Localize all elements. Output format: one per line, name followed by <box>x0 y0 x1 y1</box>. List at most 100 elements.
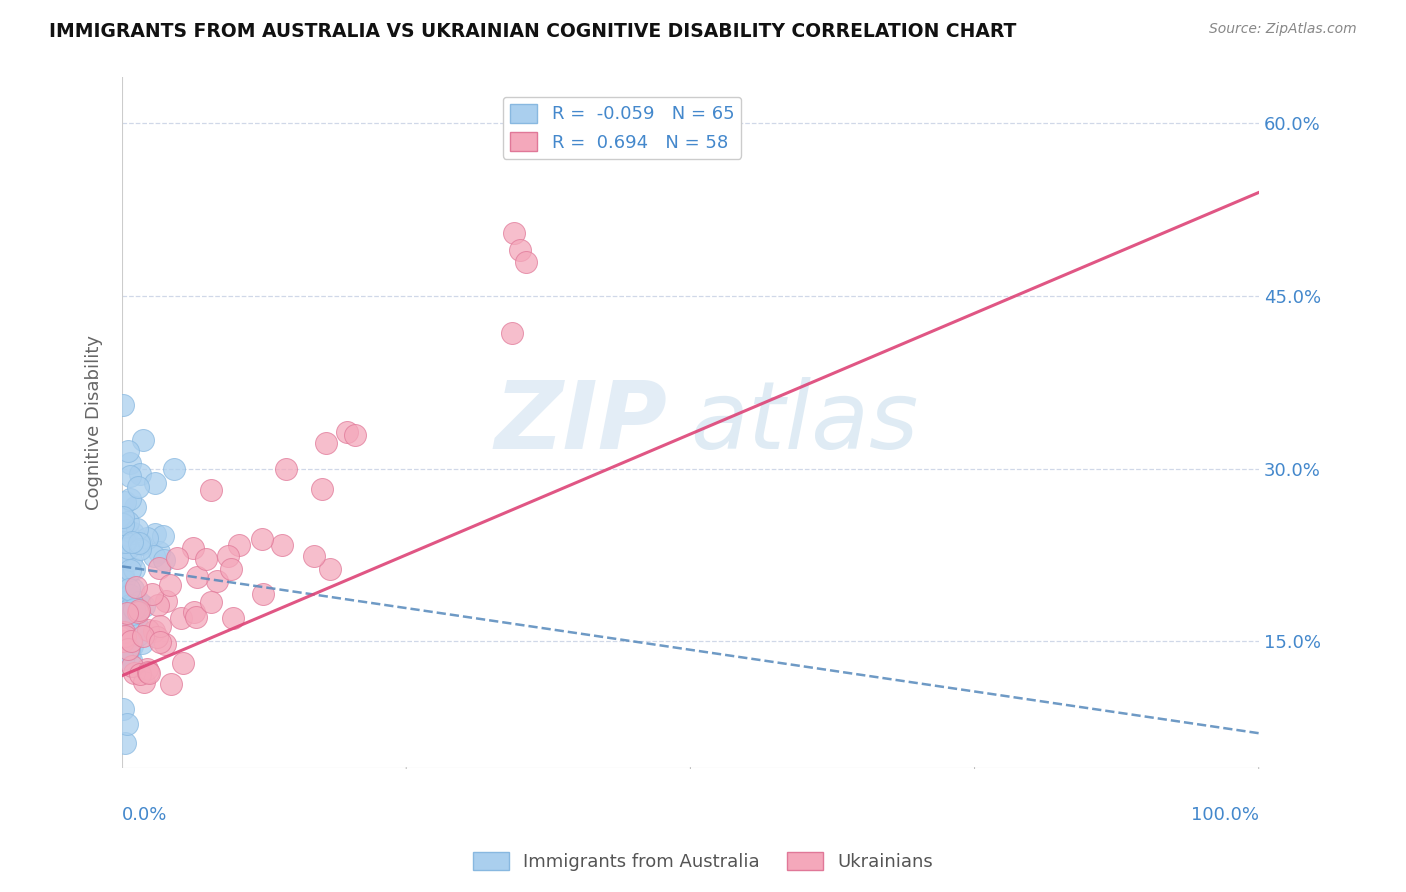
Point <box>121 582 143 596</box>
Point <box>117 642 139 657</box>
Point <box>128 467 150 482</box>
Point <box>127 606 149 620</box>
Point <box>181 541 204 555</box>
Point <box>131 636 153 650</box>
Point <box>136 624 159 638</box>
Text: 100.0%: 100.0% <box>1191 805 1258 823</box>
Point <box>274 462 297 476</box>
Point <box>121 659 143 673</box>
Legend: Immigrants from Australia, Ukrainians: Immigrants from Australia, Ukrainians <box>465 845 941 879</box>
Point <box>131 433 153 447</box>
Point <box>143 549 166 564</box>
Point <box>114 629 136 643</box>
Point <box>120 468 142 483</box>
Point <box>114 534 136 549</box>
Point <box>222 611 245 625</box>
Point <box>120 588 142 602</box>
Point <box>153 637 176 651</box>
Point <box>315 436 337 450</box>
Point <box>183 605 205 619</box>
Point <box>117 444 139 458</box>
Point <box>125 615 148 629</box>
Point <box>143 527 166 541</box>
Point <box>271 538 294 552</box>
Text: 0.0%: 0.0% <box>122 805 167 823</box>
Point <box>129 541 152 556</box>
Point <box>132 629 155 643</box>
Point <box>515 254 537 268</box>
Point <box>120 553 142 567</box>
Point <box>124 500 146 514</box>
Point <box>503 226 526 240</box>
Text: Source: ZipAtlas.com: Source: ZipAtlas.com <box>1209 22 1357 37</box>
Point <box>121 599 143 614</box>
Point <box>112 398 135 412</box>
Point <box>128 595 150 609</box>
Point <box>115 607 138 622</box>
Point <box>136 665 159 679</box>
Point <box>120 598 142 612</box>
Point <box>146 598 169 612</box>
Point <box>121 639 143 653</box>
Point <box>127 600 149 615</box>
Text: atlas: atlas <box>690 377 918 468</box>
Point <box>125 522 148 536</box>
Point <box>114 736 136 750</box>
Text: ZIP: ZIP <box>495 376 668 468</box>
Point <box>115 606 138 620</box>
Point <box>118 456 141 470</box>
Point <box>311 483 333 497</box>
Point <box>509 243 531 257</box>
Point <box>319 562 342 576</box>
Point <box>127 620 149 634</box>
Point <box>135 531 157 545</box>
Point <box>252 587 274 601</box>
Point <box>114 495 136 509</box>
Point <box>141 587 163 601</box>
Point <box>148 544 170 558</box>
Point <box>127 480 149 494</box>
Point <box>159 578 181 592</box>
Point <box>160 677 183 691</box>
Point <box>153 553 176 567</box>
Point <box>169 611 191 625</box>
Point <box>118 582 141 597</box>
Point <box>186 570 208 584</box>
Point <box>228 538 250 552</box>
Point <box>121 612 143 626</box>
Point <box>112 517 135 532</box>
Point <box>136 662 159 676</box>
Point <box>115 648 138 662</box>
Point <box>122 666 145 681</box>
Text: IMMIGRANTS FROM AUSTRALIA VS UKRAINIAN COGNITIVE DISABILITY CORRELATION CHART: IMMIGRANTS FROM AUSTRALIA VS UKRAINIAN C… <box>49 22 1017 41</box>
Point <box>138 666 160 681</box>
Point <box>184 610 207 624</box>
Point <box>143 624 166 638</box>
Point <box>122 525 145 540</box>
Point <box>117 649 139 664</box>
Point <box>205 574 228 589</box>
Y-axis label: Cognitive Disability: Cognitive Disability <box>86 335 103 510</box>
Point <box>118 642 141 657</box>
Point <box>166 550 188 565</box>
Point <box>149 635 172 649</box>
Point <box>172 657 194 671</box>
Point <box>143 475 166 490</box>
Point <box>343 428 366 442</box>
Point <box>115 604 138 618</box>
Point <box>120 492 142 507</box>
Point <box>112 651 135 665</box>
Point <box>125 580 148 594</box>
Point <box>112 573 135 587</box>
Point <box>149 619 172 633</box>
Point <box>121 637 143 651</box>
Legend: R =  -0.059   N = 65, R =  0.694   N = 58: R = -0.059 N = 65, R = 0.694 N = 58 <box>503 97 741 159</box>
Point <box>115 523 138 537</box>
Point <box>152 529 174 543</box>
Point <box>112 624 135 639</box>
Point <box>501 326 523 340</box>
Point <box>118 563 141 577</box>
Point <box>122 562 145 576</box>
Point <box>114 589 136 603</box>
Point <box>112 702 135 716</box>
